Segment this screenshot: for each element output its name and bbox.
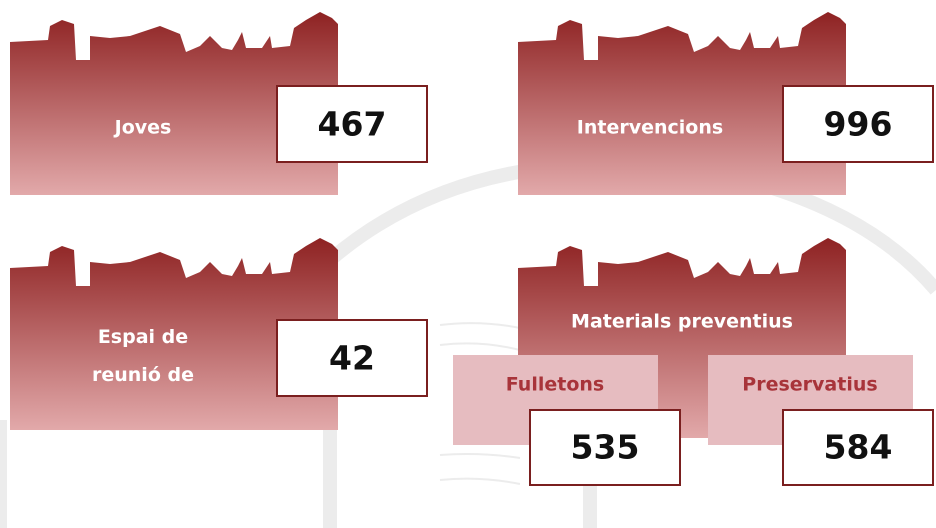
card-label: Espai de reunió de joves: [92, 326, 194, 386]
item-value: 535: [571, 428, 640, 467]
item-label: Preservatius: [742, 374, 877, 396]
value-box: [276, 319, 428, 397]
card-espai: Espai de reunió de joves 42: [92, 319, 428, 397]
value-box: [276, 85, 428, 163]
value-box: [782, 85, 934, 163]
skyline-card: [10, 238, 338, 430]
item-label: Fulletons: [506, 374, 604, 396]
card-value: 996: [824, 105, 893, 144]
card-label-box: Espai de reunió de joves: [92, 326, 194, 386]
item-value: 584: [824, 428, 893, 467]
value-box: [782, 409, 934, 486]
card-materials: Materials preventius Fulletons Preservat…: [453, 311, 934, 486]
card-label: Joves: [113, 117, 172, 139]
card-value: 467: [318, 105, 387, 144]
value-box: [529, 409, 681, 486]
card-label: Intervencions: [577, 117, 723, 139]
card-intervencions: Intervencions 996: [577, 85, 934, 163]
card-joves: Joves 467: [113, 85, 428, 163]
skyline-card: [518, 12, 846, 195]
card-value: 42: [329, 339, 375, 378]
card-label: Materials preventius: [571, 311, 793, 333]
skyline-card: [10, 12, 338, 195]
